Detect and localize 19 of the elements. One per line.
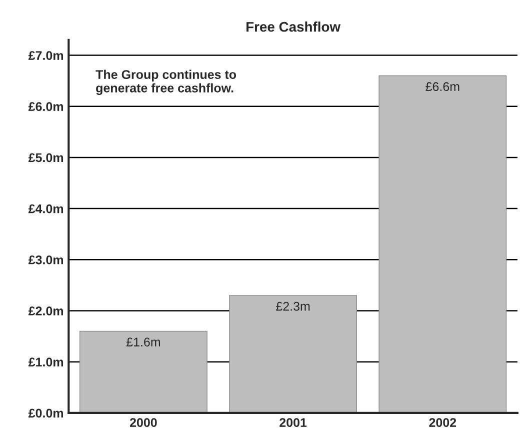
- x-tick-label: 2000: [130, 418, 157, 427]
- y-tick-label: £1.0m: [28, 358, 64, 366]
- bar: [378, 75, 507, 413]
- bar: [80, 330, 208, 413]
- y-tick-label: £0.0m: [28, 408, 64, 418]
- data-label: £2.3m: [276, 302, 310, 311]
- y-tick-label: £3.0m: [28, 255, 64, 264]
- y-tick-label: £2.0m: [28, 306, 64, 316]
- bar: [229, 295, 357, 413]
- x-tick-label: 2001: [280, 418, 307, 427]
- y-tick-label: £7.0m: [28, 51, 64, 60]
- x-tick-label: 2002: [429, 418, 456, 427]
- data-label: £1.6m: [126, 338, 160, 346]
- y-tick-label: £6.0m: [28, 102, 64, 112]
- annotation: The Group continues to generate free cashflow.: [96, 70, 236, 95]
- data-label: £6.6m: [426, 82, 460, 92]
- y-tick-label: £4.0m: [28, 204, 64, 214]
- chart-title: Free Cashflow: [246, 22, 341, 32]
- y-tick-label: £5.0m: [28, 153, 64, 162]
